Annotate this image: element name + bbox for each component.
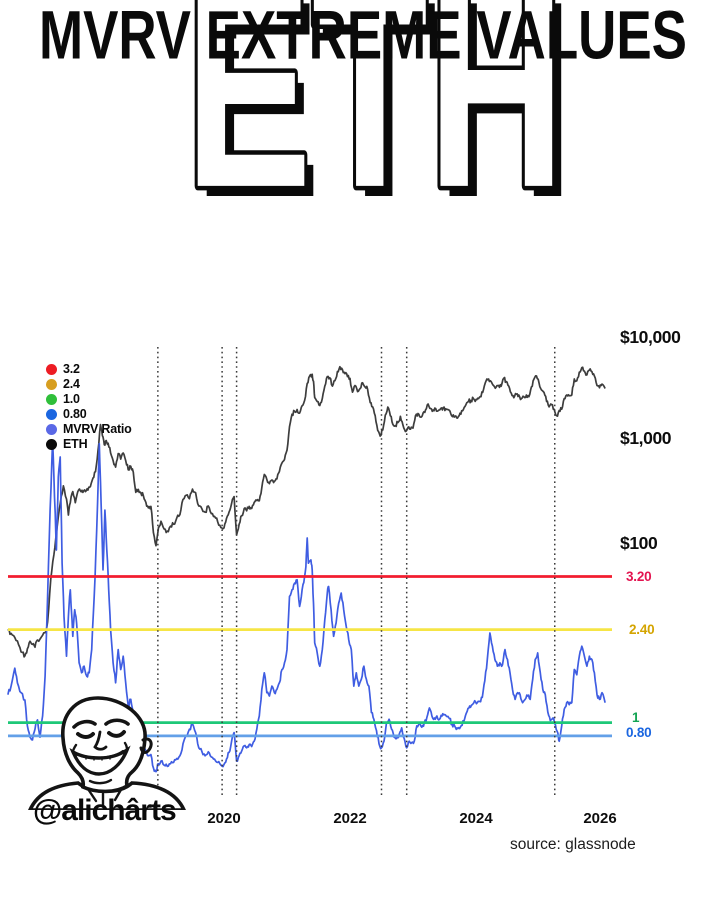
legend-dot-black (46, 438, 57, 450)
y-axis-label-100: $100 (620, 533, 658, 553)
legend-item-1-0: 1.0 (46, 392, 132, 406)
avatar-face (28, 696, 186, 810)
legend: 3.2 2.4 1.0 0.80 MVRV Ratio ETH (46, 362, 132, 451)
legend-label: 0.80 (63, 407, 87, 421)
page-subtitle-svg: MVRV EXTREME VALUES (39, 0, 687, 74)
page-subtitle: MVRV EXTREME VALUES (39, 0, 687, 74)
legend-label: ETH (63, 437, 88, 451)
series-line-mvrv (7, 439, 606, 773)
legend-item-2-4: 2.4 (46, 377, 132, 391)
source-credit: source: glassnode (510, 836, 636, 853)
legend-dot-gold (46, 378, 57, 390)
avatar-smile-folds (71, 741, 129, 754)
legend-dot-red (46, 363, 57, 375)
avatar-teeth (85, 755, 111, 761)
legend-label: 3.2 (63, 362, 80, 376)
avatar-nose (93, 730, 108, 751)
legend-item-3-2: 3.2 (46, 362, 132, 376)
threshold-label-0-80: 0.80 (626, 725, 652, 740)
avatar-collar-folds (86, 786, 124, 808)
avatar-ear (139, 737, 153, 754)
legend-dot-green (46, 393, 57, 405)
avatar-teeth-line (75, 749, 125, 759)
page-title-shadow: ETH (194, 0, 574, 218)
y-axis-label-10000: $10,000 (620, 327, 681, 347)
x-tick-2026: 2026 (583, 810, 617, 827)
legend-dot-blue (46, 408, 57, 420)
legend-item-eth: ETH (46, 437, 132, 451)
avatar-eyebrow-left (72, 719, 97, 729)
y-axis-label-1000: $1,000 (620, 428, 672, 448)
x-tick-2024: 2024 (459, 810, 493, 827)
avatar-chin (88, 778, 113, 785)
avatar-eyebrow-right (104, 718, 130, 726)
legend-label: MVRV Ratio (63, 422, 132, 436)
legend-label: 2.4 (63, 377, 80, 391)
legend-dot-periwinkle (46, 423, 57, 435)
page-title-bubble: ETH ETH (181, 0, 574, 218)
avatar-eye-right (107, 730, 126, 738)
x-tick-2022: 2022 (333, 810, 367, 827)
series-line-eth (7, 365, 606, 658)
x-tick-2020: 2020 (207, 810, 241, 827)
threshold-label-1: 1 (632, 710, 640, 725)
threshold-label-3-20: 3.20 (626, 569, 652, 584)
legend-item-mvrv: MVRV Ratio (46, 422, 132, 436)
avatar-illustration (28, 696, 186, 810)
legend-item-0-80: 0.80 (46, 407, 132, 421)
avatar-eye-left (76, 732, 95, 739)
author-handle: @alichârts (33, 794, 177, 827)
legend-label: 1.0 (63, 392, 80, 406)
threshold-label-2-40: 2.40 (629, 622, 655, 637)
page-title: ETH (185, 0, 565, 218)
